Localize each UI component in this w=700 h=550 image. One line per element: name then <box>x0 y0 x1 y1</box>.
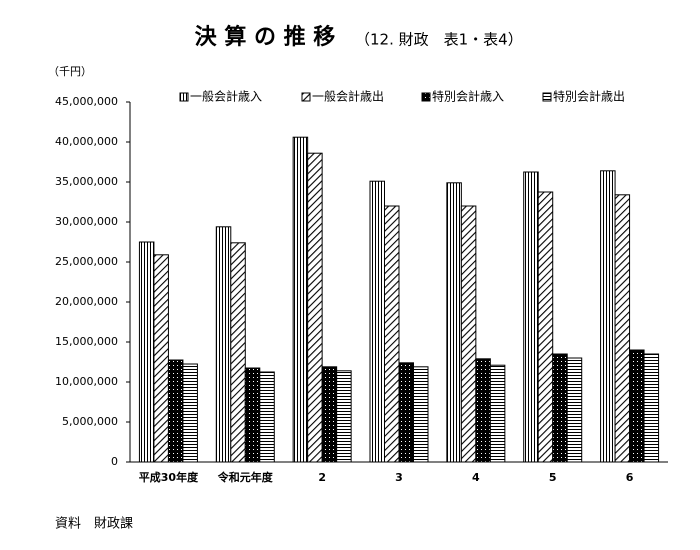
bar <box>552 353 568 463</box>
bar <box>460 205 477 463</box>
bar <box>167 359 184 463</box>
bar <box>413 366 429 463</box>
y-tick-label: 40,000,000 <box>55 135 118 148</box>
bar <box>215 226 232 463</box>
legend-swatch <box>421 92 431 102</box>
bar <box>138 241 155 463</box>
source-note: 資料 財政課 <box>55 516 133 532</box>
bar <box>369 180 385 463</box>
bar <box>153 254 169 463</box>
chart-title: 決 算 の 推 移 <box>195 24 336 50</box>
bar <box>614 194 631 463</box>
legend-swatch <box>179 92 189 102</box>
bar <box>182 363 198 463</box>
legend-label: 一般会計歳入 <box>190 89 262 104</box>
bar <box>307 152 323 463</box>
bar <box>489 364 506 463</box>
bar <box>259 371 275 463</box>
bar <box>629 349 645 463</box>
bar <box>384 205 400 463</box>
bar <box>446 182 462 463</box>
y-tick-label: 0 <box>111 455 118 468</box>
bar <box>321 366 338 463</box>
y-tick-label: 45,000,000 <box>55 95 118 108</box>
x-tick-label: 令和元年度 <box>217 470 274 484</box>
legend-label: 特別会計歳出 <box>553 89 625 104</box>
bar <box>475 358 491 463</box>
x-tick-label: 平成30年度 <box>139 470 199 484</box>
x-tick-label: 2 <box>318 471 326 484</box>
y-tick-label: 30,000,000 <box>55 215 118 228</box>
y-axis-unit: （千円） <box>48 65 92 78</box>
bar <box>292 136 309 463</box>
legend-label: 特別会計歳入 <box>432 89 504 104</box>
bar <box>600 170 616 463</box>
bar <box>643 353 660 463</box>
y-tick-label: 5,000,000 <box>62 415 118 428</box>
y-tick-label: 20,000,000 <box>55 295 118 308</box>
bar <box>566 357 583 463</box>
legend-swatch <box>301 92 311 102</box>
x-tick-label: 3 <box>395 471 403 484</box>
bar <box>230 242 246 463</box>
chart-subtitle: （12. 財政 表1・表4） <box>355 31 523 49</box>
bar <box>336 370 352 463</box>
legend-label: 一般会計歳出 <box>312 89 384 104</box>
bar <box>523 171 539 463</box>
y-tick-label: 15,000,000 <box>55 335 118 348</box>
y-tick-label: 10,000,000 <box>55 375 118 388</box>
bar <box>398 362 414 463</box>
bar <box>244 367 261 463</box>
x-tick-label: 6 <box>626 471 634 484</box>
y-tick-label: 25,000,000 <box>55 255 118 268</box>
x-tick-label: 5 <box>549 471 557 484</box>
bar <box>537 191 554 463</box>
legend-swatch <box>542 92 552 102</box>
x-tick-label: 4 <box>472 471 480 484</box>
y-tick-label: 35,000,000 <box>55 175 118 188</box>
